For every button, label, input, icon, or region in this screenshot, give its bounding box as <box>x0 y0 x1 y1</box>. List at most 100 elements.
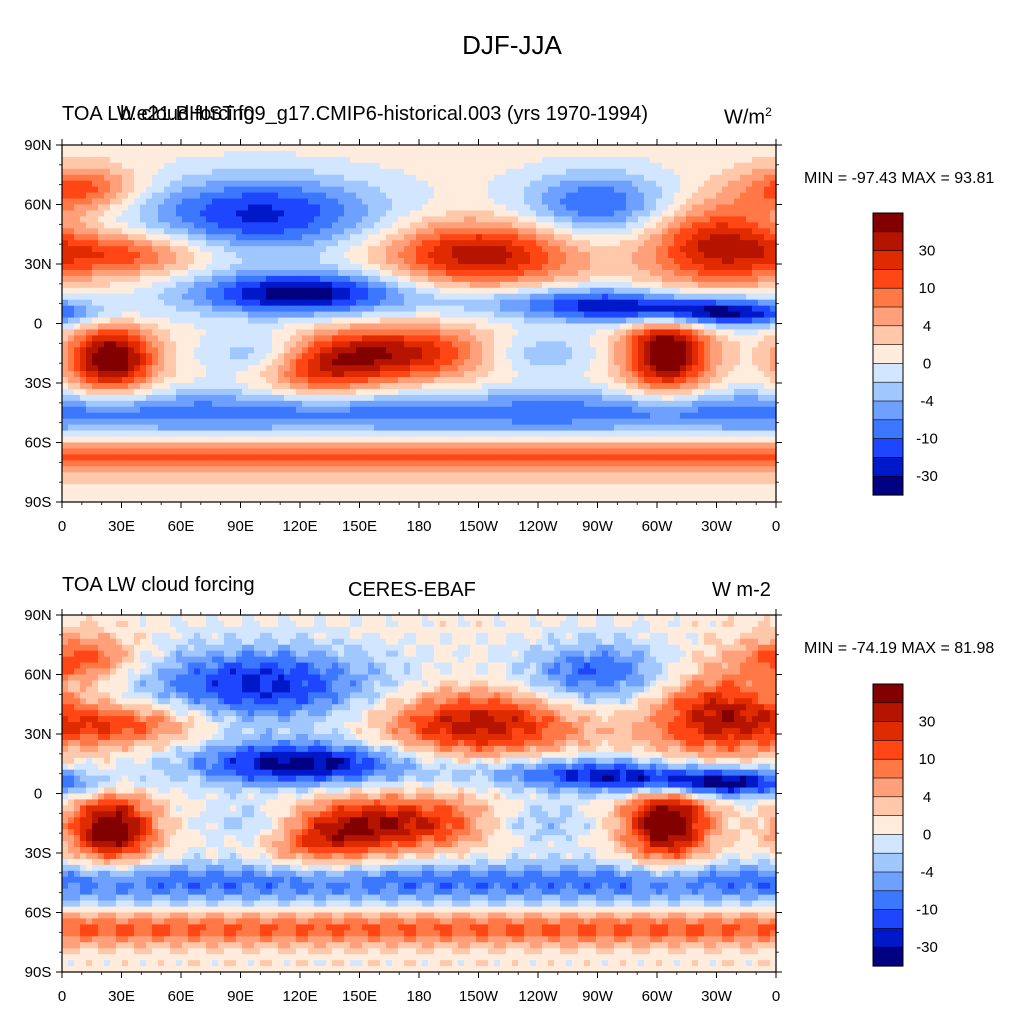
field-cell <box>68 371 75 378</box>
field-cell <box>98 317 105 325</box>
field-cell <box>662 228 669 235</box>
field-cell <box>116 150 123 158</box>
field-cell <box>260 388 267 396</box>
field-cell <box>416 329 423 336</box>
field-cell <box>458 299 465 307</box>
field-cell <box>608 305 615 313</box>
field-cell <box>140 258 147 265</box>
field-cell <box>332 287 339 295</box>
field-cell <box>410 329 417 336</box>
field-cell <box>644 150 651 158</box>
field-cell <box>758 204 765 212</box>
field-cell <box>698 258 705 265</box>
field-cell <box>338 210 345 217</box>
field-cell <box>134 180 141 188</box>
field-cell <box>452 246 459 253</box>
field-cell <box>650 323 657 331</box>
field-cell <box>332 347 339 354</box>
field-cell <box>632 156 639 164</box>
field-cell <box>332 210 339 217</box>
field-cell <box>668 240 675 247</box>
field-cell <box>740 269 747 277</box>
field-cell <box>362 281 369 289</box>
field-cell <box>728 281 735 289</box>
field-cell <box>500 353 507 360</box>
field-cell <box>206 168 213 176</box>
field-cell <box>368 281 375 289</box>
field-cell <box>512 365 519 372</box>
field-cell <box>668 311 675 319</box>
field-cell <box>530 150 537 158</box>
field-cell <box>764 252 771 259</box>
field-cell <box>764 240 771 247</box>
field-cell <box>644 335 651 342</box>
field-cell <box>722 204 729 212</box>
field-cell <box>770 240 777 247</box>
field-cell <box>566 305 573 313</box>
field-cell <box>434 299 441 307</box>
field-cell <box>704 150 711 158</box>
field-cell <box>356 341 363 348</box>
field-cell <box>92 293 99 301</box>
field-cell <box>626 246 633 253</box>
field-cell <box>374 323 381 331</box>
field-cell <box>728 347 735 354</box>
field-cell <box>176 156 183 164</box>
field-cell <box>338 329 345 336</box>
field-cell <box>656 246 663 253</box>
field-cell <box>284 234 291 241</box>
field-cell <box>170 198 177 206</box>
field-cell <box>218 347 225 354</box>
field-cell <box>128 293 135 301</box>
field-cell <box>182 258 189 265</box>
field-cell <box>620 365 627 372</box>
field-cell <box>668 335 675 342</box>
field-cell <box>500 359 507 366</box>
field-cell <box>368 269 375 277</box>
field-cell <box>716 341 723 348</box>
field-cell <box>518 388 525 396</box>
field-cell <box>260 353 267 360</box>
field-cell <box>164 305 171 313</box>
field-cell <box>128 258 135 265</box>
field-cell <box>164 145 171 152</box>
field-cell <box>560 293 567 301</box>
field-cell <box>62 228 69 235</box>
field-cell <box>152 317 159 325</box>
field-cell <box>128 305 135 313</box>
field-cell <box>284 347 291 354</box>
field-cell <box>272 281 279 289</box>
field-cell <box>458 388 465 396</box>
field-cell <box>446 186 453 194</box>
field-cell <box>74 198 81 206</box>
field-cell <box>368 222 375 229</box>
field-cell <box>392 216 399 223</box>
field-cell <box>494 162 501 170</box>
field-cell <box>764 216 771 223</box>
field-cell <box>704 180 711 188</box>
field-cell <box>482 168 489 176</box>
field-cell <box>494 174 501 182</box>
field-cell <box>518 240 525 247</box>
field-cell <box>362 204 369 212</box>
field-cell <box>380 365 387 372</box>
field-cell <box>572 192 579 200</box>
field-cell <box>284 353 291 360</box>
field-cell <box>74 156 81 164</box>
field-cell <box>110 228 117 235</box>
field-cell <box>200 240 207 247</box>
field-cell <box>206 335 213 342</box>
field-cell <box>506 258 513 265</box>
field-cell <box>602 162 609 170</box>
field-cell <box>494 287 501 295</box>
field-cell <box>110 246 117 253</box>
field-cell <box>146 204 153 212</box>
field-cell <box>752 150 759 158</box>
field-cell <box>578 311 585 319</box>
field-cell <box>542 335 549 342</box>
field-cell <box>218 246 225 253</box>
field-cell <box>494 234 501 241</box>
field-cell <box>224 359 231 366</box>
field-cell <box>302 258 309 265</box>
field-cell <box>326 180 333 188</box>
